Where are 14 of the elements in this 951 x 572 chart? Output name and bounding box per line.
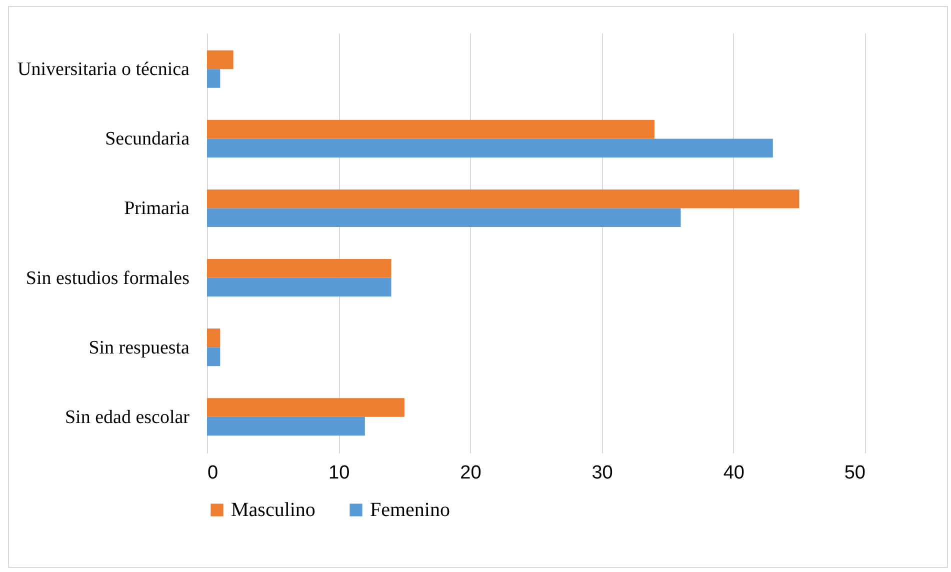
y-tick-label: Primaria [124,198,190,220]
y-tick-label: Sin respuesta [88,337,190,358]
y-tick-label: Sin edad escolar [64,406,190,428]
y-tick-label: Universitaria o técnica [18,59,190,80]
x-tick-label: 10 [328,462,350,484]
x-tick-label: 40 [723,462,744,484]
x-tick-label: 20 [460,462,482,484]
x-tick-label: 50 [844,462,866,484]
legend-label: Femenino [370,499,450,521]
x-tick-label: 30 [592,462,613,484]
legend-label: Masculino [231,499,316,521]
y-tick-label: Secundaria [105,128,190,150]
y-tick-label: Sin estudios formales [26,268,190,289]
x-tick-label: 0 [208,462,218,484]
